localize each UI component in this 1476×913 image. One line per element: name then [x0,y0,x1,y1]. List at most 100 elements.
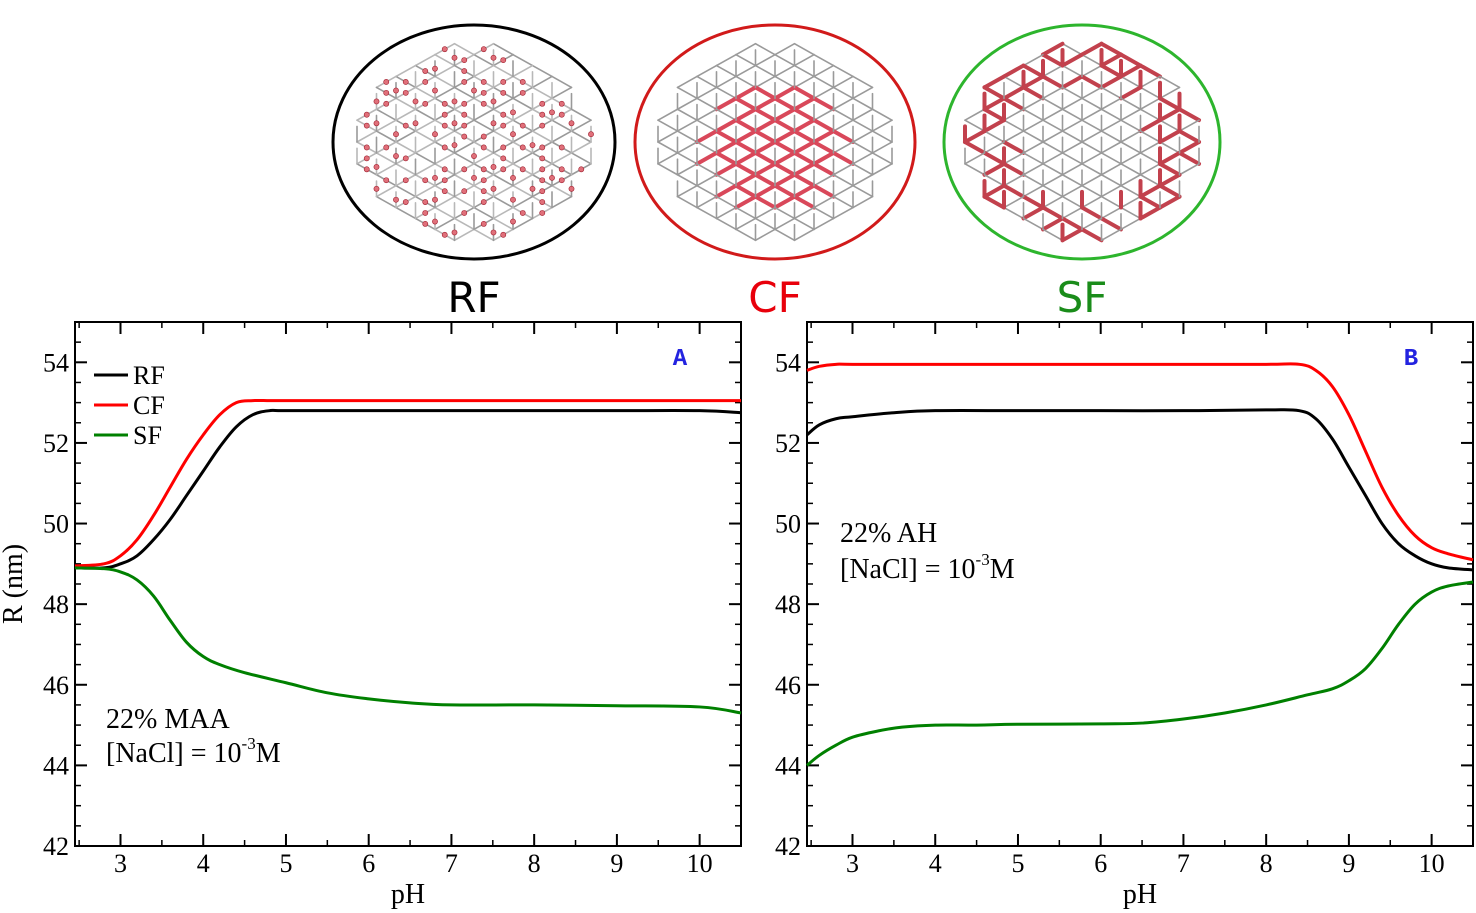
molecule-atom [568,120,575,127]
molecule-bond [696,141,718,154]
molecule-bond [453,42,475,56]
x-tick-label: 8 [1260,849,1273,878]
molecule-atom [451,98,458,105]
molecule-bond [414,130,436,143]
molecule-atom [461,210,468,216]
molecule-bond [1061,184,1083,198]
molecule-atom [539,166,546,173]
molecule-bond [1139,86,1161,100]
molecule-atom [558,100,565,107]
molecule-atom [363,144,370,151]
molecule-bond [1100,86,1122,100]
molecule-bond [1061,119,1083,132]
molecule-bond [813,75,835,89]
molecule-bond [753,96,777,112]
molecule-bond [1022,184,1044,198]
molecule-bond [735,217,757,231]
molecule-bond [676,152,698,165]
molecule-bond [1138,63,1162,79]
molecule-atom [441,100,448,107]
molecule-bond [1120,119,1142,132]
molecule-bond [735,75,757,89]
molecule-bond [852,75,874,89]
molecule-bond [735,206,757,220]
y-tick-label: 50 [775,510,801,539]
molecule-bond [1061,173,1083,187]
molecule-bond [1002,63,1026,79]
y-tick-label: 46 [775,671,801,700]
legend-label-sf: SF [133,421,162,450]
molecule-bond [531,75,553,89]
molecule-bond [1042,86,1064,100]
molecule-bond [1081,195,1103,209]
molecule-bond [434,86,456,100]
molecule-atom [500,155,507,162]
molecule-bond [754,64,776,78]
molecule-bond [813,195,835,209]
molecule-bond [774,228,796,242]
annotation-unit: M [990,554,1015,585]
molecule-bond [793,42,815,56]
molecule-bond [453,152,475,165]
molecule-bond [1042,228,1064,242]
x-tick-label: 7 [445,849,458,878]
molecule-atom [441,111,448,118]
molecule-bond [473,53,495,67]
molecule-bond [1119,52,1143,68]
molecule-bond [734,172,758,188]
molecule-bond [753,161,777,177]
molecule-atom [393,153,399,159]
legend-label-rf: RF [133,361,165,390]
molecule-bond [696,97,718,111]
molecule-atom [441,166,448,173]
molecule-bond [512,53,534,67]
series-line-sf [806,580,1474,767]
molecule-sf-label: SF [1057,273,1108,322]
molecule-bond [657,130,679,143]
molecule-atom [510,131,516,138]
molecule-atom [402,199,409,205]
molecule-bond [734,194,758,210]
molecule-bond [1081,97,1103,111]
molecule-atom [412,120,419,127]
molecule-bond [792,85,816,101]
molecule-bond [453,173,475,187]
molecule-bond [434,64,456,78]
y-tick-label: 50 [43,510,69,539]
molecule-atom [500,111,507,118]
molecule-bond [1061,163,1083,176]
molecule-bond [657,119,679,132]
molecule-bond [1120,75,1142,89]
molecule-atom [422,210,429,216]
molecule-bond [753,194,777,210]
molecule-bond [1003,130,1025,143]
molecule-bond [832,119,854,132]
molecule-atom [461,111,468,118]
molecule-bond [434,130,456,143]
molecule-bond [754,42,776,56]
molecule-bond [696,119,718,132]
molecule-atom [383,89,390,96]
molecule-bond [531,130,553,143]
chart-panel-b: 3 4 5 6 7 8 9 10 42 44 46 48 50 52 54 B pH 22% AH [NaC… [775,321,1474,910]
molecule-bond [1021,74,1045,90]
molecule-bond [852,108,874,121]
molecule-atom [480,89,487,96]
molecule-bond [715,108,737,121]
molecule-bond [414,108,436,121]
molecule-atom [422,220,429,227]
x-tick-label: 3 [846,849,859,878]
molecule-bond [753,129,777,144]
molecule-bond [852,152,874,165]
molecule-bond [734,129,758,144]
molecule-atom [383,177,390,184]
molecule-bond [792,161,816,177]
molecule-bond [1177,129,1201,144]
molecule-atom [519,89,526,96]
x-tick-label: 6 [362,849,375,878]
molecule-bond [1061,141,1083,154]
molecule-bond [793,53,815,67]
molecule-bond [1138,118,1162,134]
molecule-bond [1081,217,1103,231]
molecule-atom [490,120,497,127]
